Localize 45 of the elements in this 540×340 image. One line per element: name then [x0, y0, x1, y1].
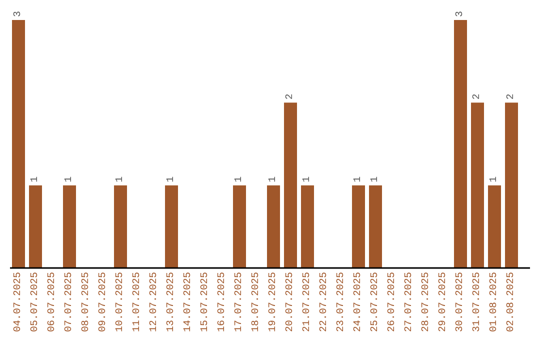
x-tick-label: 06.07.2025 [47, 272, 58, 332]
x-tick-label: 24.07.2025 [353, 272, 364, 332]
x-tick-label: 08.07.2025 [81, 272, 92, 332]
data-label: 1 [489, 176, 500, 182]
x-tick-label: 29.07.2025 [438, 272, 449, 332]
x-tick-label: 09.07.2025 [98, 272, 109, 332]
x-tick-label: 07.07.2025 [64, 272, 75, 332]
x-tick-label: 27.07.2025 [404, 272, 415, 332]
data-label: 1 [115, 176, 126, 182]
data-label: 1 [353, 176, 364, 182]
x-tick-label: 02.08.2025 [506, 272, 517, 332]
x-tick-label: 31.07.2025 [472, 272, 483, 332]
x-tick-label: 16.07.2025 [217, 272, 228, 332]
data-label: 1 [166, 176, 177, 182]
data-label: 2 [285, 94, 296, 100]
data-label: 1 [268, 176, 279, 182]
data-label: 1 [234, 176, 245, 182]
x-tick-label: 01.08.2025 [489, 272, 500, 332]
x-tick-label: 23.07.2025 [336, 272, 347, 332]
x-tick-label: 18.07.2025 [251, 272, 262, 332]
x-tick-label: 04.07.2025 [13, 272, 24, 332]
x-tick-label: 15.07.2025 [200, 272, 211, 332]
x-tick-label: 21.07.2025 [302, 272, 313, 332]
x-tick-label: 11.07.2025 [132, 272, 143, 332]
x-tick-label: 19.07.2025 [268, 272, 279, 332]
x-tick-label: 25.07.2025 [370, 272, 381, 332]
x-tick-label: 30.07.2025 [455, 272, 466, 332]
x-tick-label: 05.07.2025 [30, 272, 41, 332]
x-tick-label: 12.07.2025 [149, 272, 160, 332]
x-tick-label: 14.07.2025 [183, 272, 194, 332]
data-label: 2 [472, 94, 483, 100]
x-tick-label: 17.07.2025 [234, 272, 245, 332]
x-tick-label: 20.07.2025 [285, 272, 296, 332]
x-tick-label: 10.07.2025 [115, 272, 126, 332]
x-tick-label: 26.07.2025 [387, 272, 398, 332]
data-label: 1 [370, 176, 381, 182]
data-label: 3 [455, 10, 466, 17]
x-tick-label: 28.07.2025 [421, 272, 432, 332]
x-tick-label: 13.07.2025 [166, 272, 177, 332]
x-tick-label: 22.07.2025 [319, 272, 330, 332]
data-label: 2 [506, 94, 517, 100]
data-label: 3 [13, 10, 24, 17]
data-label: 1 [302, 176, 313, 182]
data-label: 1 [64, 176, 75, 182]
data-label: 1 [30, 176, 41, 182]
